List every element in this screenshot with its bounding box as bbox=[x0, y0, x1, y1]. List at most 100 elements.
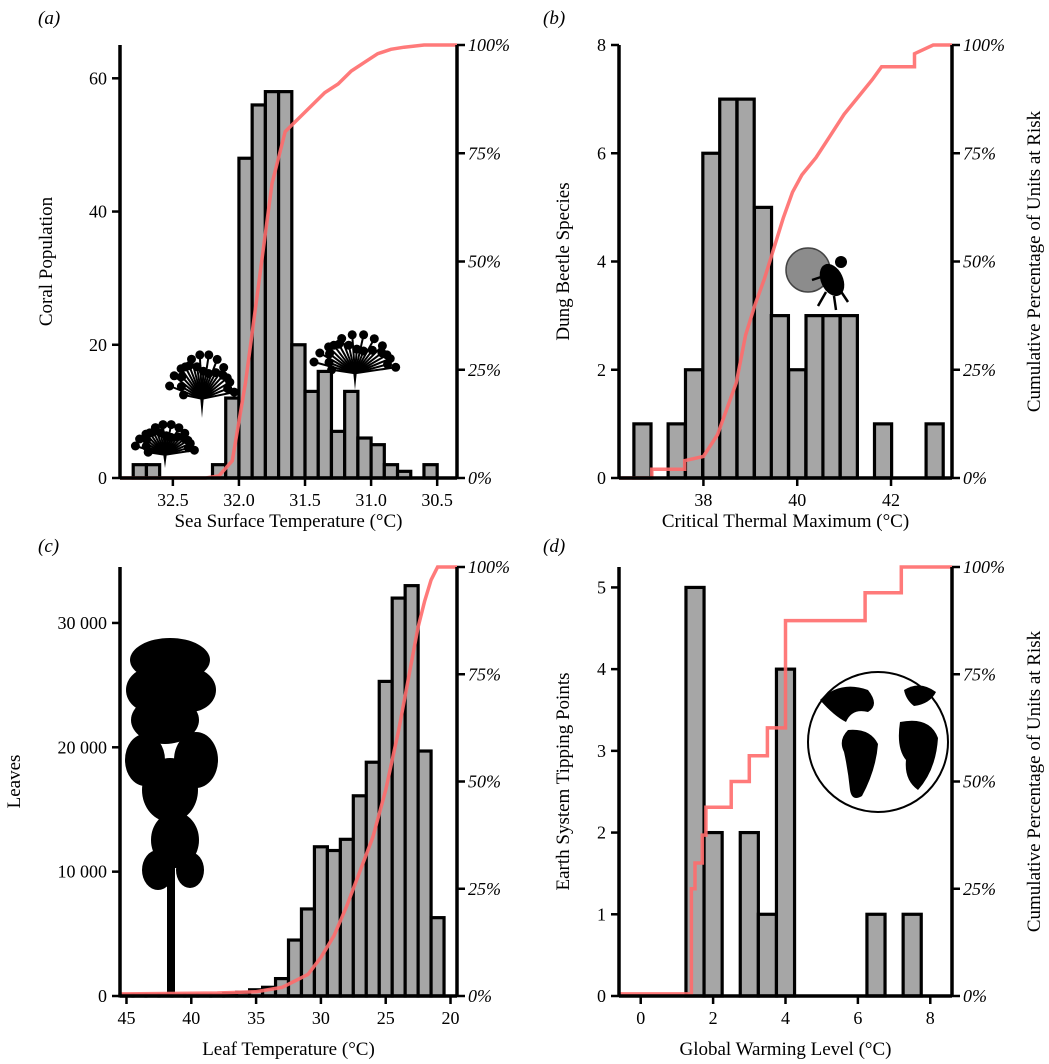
histogram-bar bbox=[838, 314, 859, 480]
histogram-bar bbox=[316, 369, 334, 480]
x-tick-label: 4 bbox=[781, 1008, 790, 1028]
coral-icon bbox=[130, 330, 401, 468]
y-tick-label: 30 000 bbox=[58, 613, 108, 633]
histogram-bar bbox=[632, 422, 653, 480]
beetle-head bbox=[835, 256, 847, 268]
histogram-bar bbox=[865, 912, 887, 998]
coral-stem bbox=[200, 395, 204, 418]
x-axis-label: Leaf Temperature (°C) bbox=[202, 1039, 375, 1060]
y2-axis-label: Cumulative Percentage of Units at Risk bbox=[1024, 630, 1045, 932]
x-tick-label: 32.0 bbox=[223, 490, 255, 510]
y2-tick-label: 75% bbox=[468, 143, 501, 163]
coral-tip bbox=[377, 341, 387, 351]
y2-axis-label: Cumulative Percentage of Units at Risk bbox=[1024, 110, 1045, 412]
coral-tip bbox=[337, 334, 347, 343]
x-tick-label: 42 bbox=[882, 490, 900, 510]
panel-label: (c) bbox=[38, 536, 59, 557]
earth-globe-icon bbox=[807, 671, 949, 813]
x-tick-label: 8 bbox=[926, 1008, 935, 1028]
coral-tip bbox=[204, 350, 214, 360]
x-tick-label: 6 bbox=[853, 1008, 862, 1028]
histogram-bar bbox=[403, 584, 420, 998]
x-tick-label: 38 bbox=[694, 490, 712, 510]
y-tick-label: 8 bbox=[597, 35, 606, 55]
coral-tip bbox=[187, 354, 196, 364]
coral-tip bbox=[212, 354, 222, 364]
y-axis-label: Earth System Tipping Points bbox=[553, 672, 574, 890]
coral-tip bbox=[309, 357, 319, 367]
histogram-bar bbox=[351, 794, 368, 998]
y2-tick-label: 50% bbox=[468, 252, 501, 272]
x-tick-label: 32.5 bbox=[157, 490, 189, 510]
tree-icon bbox=[125, 638, 218, 996]
histogram-bar bbox=[286, 938, 304, 998]
histogram-bar bbox=[821, 314, 842, 480]
y2-tick-label: 100% bbox=[963, 35, 1005, 55]
y2-tick-label: 50% bbox=[963, 772, 996, 792]
y-tick-label: 0 bbox=[597, 468, 606, 488]
x-axis-label: Sea Surface Temperature (°C) bbox=[174, 511, 402, 532]
histogram-bar bbox=[312, 845, 329, 998]
coral-tip bbox=[391, 362, 401, 372]
histogram-bar bbox=[390, 596, 407, 998]
y2-tick-label: 0% bbox=[963, 986, 987, 1006]
coral-tip bbox=[219, 363, 229, 372]
y-tick-label: 0 bbox=[98, 468, 107, 488]
continent-africa bbox=[898, 720, 938, 790]
continent-south-america bbox=[841, 729, 878, 798]
coral-tip bbox=[189, 445, 199, 455]
cumulative-risk-line bbox=[119, 565, 457, 996]
coral-tip bbox=[130, 441, 140, 451]
y-tick-label: 4 bbox=[597, 252, 606, 272]
y-tick-label: 20 bbox=[89, 335, 107, 355]
y2-tick-label: 25% bbox=[468, 879, 501, 899]
y2-tick-label: 50% bbox=[468, 772, 501, 792]
y-tick-label: 2 bbox=[597, 823, 606, 843]
x-tick-label: 40 bbox=[182, 1008, 200, 1028]
histogram-bar bbox=[416, 749, 433, 998]
y-axis-label: Dung Beetle Species bbox=[553, 182, 574, 340]
coral-tip bbox=[315, 348, 325, 358]
histogram-bar bbox=[738, 830, 760, 998]
histogram-bar bbox=[329, 429, 347, 480]
histogram-bar bbox=[429, 916, 446, 998]
y2-tick-label: 25% bbox=[963, 879, 996, 899]
beetle-legs bbox=[811, 274, 850, 311]
histogram-bar bbox=[237, 156, 254, 480]
y-tick-label: 60 bbox=[89, 68, 107, 88]
panel-label: (a) bbox=[38, 8, 60, 29]
panel-label: (b) bbox=[543, 8, 565, 29]
histogram-bar bbox=[382, 463, 400, 480]
y-tick-label: 2 bbox=[597, 360, 606, 380]
x-tick-label: 45 bbox=[117, 1008, 135, 1028]
x-tick-label: 20 bbox=[442, 1008, 460, 1028]
y-tick-label: 10 000 bbox=[58, 862, 108, 882]
x-tick-label: 30.5 bbox=[421, 490, 453, 510]
coral-branch bbox=[164, 449, 195, 456]
y2-tick-label: 25% bbox=[468, 360, 501, 380]
coral-tip bbox=[195, 350, 205, 360]
x-tick-label: 30 bbox=[312, 1008, 330, 1028]
panel-b: (b) 38 40 42 0 2 4 6 8 0% 25% 50% 75% 100% Critical T… bbox=[543, 8, 1045, 532]
histogram-bar bbox=[290, 343, 307, 480]
x-tick-label: 31.5 bbox=[289, 490, 321, 510]
histogram-bar bbox=[756, 912, 779, 998]
histogram-bar bbox=[263, 90, 281, 480]
y2-tick-label: 100% bbox=[468, 557, 510, 577]
coral-tip bbox=[383, 359, 392, 369]
coral-tip bbox=[359, 330, 369, 340]
y2-tick-label: 25% bbox=[963, 360, 996, 380]
y2-tick-label: 0% bbox=[468, 468, 492, 488]
histogram-bar bbox=[422, 463, 439, 480]
y2-tick-label: 100% bbox=[468, 35, 510, 55]
y2-tick-label: 75% bbox=[468, 664, 501, 684]
coral-tip bbox=[166, 420, 176, 430]
histogram-bar bbox=[364, 760, 381, 998]
histogram-bar bbox=[684, 585, 706, 998]
y-tick-label: 6 bbox=[597, 143, 606, 163]
y2-tick-label: 100% bbox=[963, 557, 1005, 577]
tree-trunk bbox=[167, 810, 175, 996]
y-tick-label: 20 000 bbox=[58, 737, 108, 757]
